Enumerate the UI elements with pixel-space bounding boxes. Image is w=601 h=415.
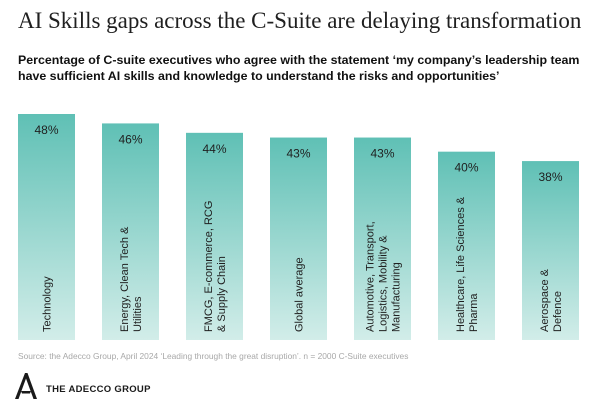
category-label-line: Utilities <box>132 296 144 332</box>
category-label-line: Healthcare, Life Sciences & <box>455 196 467 332</box>
category-label: Energy, Clean Tech &Utilities <box>119 226 144 332</box>
adecco-a-logo-icon <box>15 373 37 399</box>
bar-7 <box>522 161 579 340</box>
category-label-line: Global average <box>294 257 306 332</box>
bar-6 <box>438 151 495 340</box>
bar-5 <box>354 137 411 340</box>
category-label: Automotive, Transport,Logistics, Mobilit… <box>365 221 403 332</box>
category-label-line: Technology <box>42 276 54 332</box>
category-label-line: Logistics, Mobility & <box>378 235 390 332</box>
category-label: Technology <box>42 276 54 332</box>
category-label-line: Automotive, Transport, <box>365 221 377 332</box>
chart-title: AI Skills gaps across the C-Suite are de… <box>18 8 582 33</box>
source-note: Source: the Adecco Group, April 2024 ‘Le… <box>18 351 409 361</box>
category-label-line: Energy, Clean Tech & <box>119 226 131 332</box>
bar-value-label: 46% <box>118 132 142 146</box>
brand-name: THE ADECCO GROUP <box>46 384 151 395</box>
category-label: Global average <box>294 257 306 332</box>
category-label-line: Aerospace & <box>539 268 551 332</box>
bar-value-label: 48% <box>34 123 58 137</box>
bar-value-label: 43% <box>370 147 394 161</box>
category-label-line: Manufacturing <box>391 262 403 332</box>
category-label-line: Pharma <box>468 293 480 332</box>
category-label-line: Defence <box>552 291 564 332</box>
bar-value-label: 44% <box>202 142 226 156</box>
bar-3 <box>186 132 243 340</box>
bar-value-label: 40% <box>454 161 478 175</box>
category-label: Aerospace &Defence <box>539 268 564 332</box>
bar-value-label: 38% <box>538 170 562 184</box>
bar-value-label: 43% <box>286 147 310 161</box>
category-label-line: & Supply Chain <box>216 256 228 332</box>
bar-4 <box>270 137 327 340</box>
chart-subtitle: Percentage of C-suite executives who agr… <box>18 53 580 83</box>
category-label: FMCG, E-commerce, RCG& Supply Chain <box>203 201 228 332</box>
bar-2 <box>102 123 159 341</box>
category-label: Healthcare, Life Sciences &Pharma <box>455 196 480 332</box>
category-label-line: FMCG, E-commerce, RCG <box>203 201 215 332</box>
bar-1 <box>18 114 75 340</box>
